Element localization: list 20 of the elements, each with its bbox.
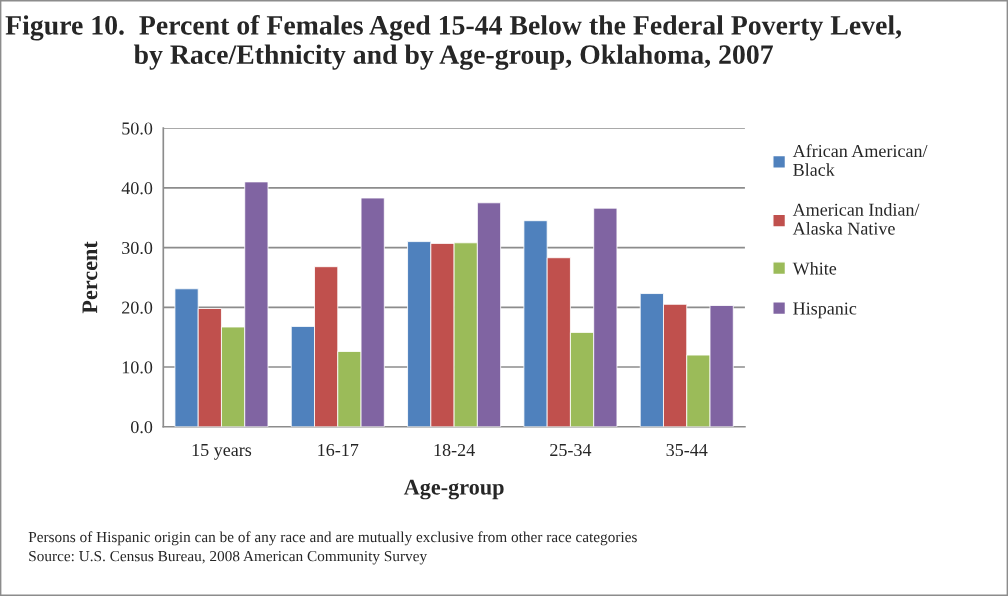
y-tick-label: 10.0 — [122, 361, 153, 374]
chart-title: Figure 10. Percent of Females Aged 15-44 Below the Federal Poverty Level, by Race/Ethnicity and by Age-group, Oklahoma, 2007 — [5, 14, 901, 70]
legend-label: African American/ Black — [792, 144, 928, 176]
legend-label: Hispanic — [793, 302, 857, 319]
legend-label: White — [792, 261, 837, 275]
y-tick-label: 0.0 — [131, 420, 153, 434]
x-tick-label: 16-17 — [318, 443, 359, 457]
x-tick-label: 35-44 — [666, 443, 708, 457]
x-tick-label: 25-34 — [550, 443, 592, 457]
y-tick-label: 40.0 — [121, 182, 153, 195]
y-tick-label: 30.0 — [122, 241, 153, 255]
source-note: Source: U.S. Census Bureau, 2008 American Community Survey — [29, 550, 428, 565]
text: Persons of Hispanic origin can be of any race and are mutually exclusive from other race categories — [28, 531, 637, 546]
legend-label: American Indian/ Alaska Native — [792, 203, 920, 235]
y-axis-title: Percent — [82, 241, 98, 314]
x-tick-label: 15 years — [192, 443, 252, 460]
x-axis-title: Age-group — [403, 479, 504, 500]
y-tick-label: 20.0 — [122, 301, 153, 314]
y-tick-label: 50.0 — [122, 122, 153, 135]
x-tick-label: 18-24 — [434, 443, 475, 457]
